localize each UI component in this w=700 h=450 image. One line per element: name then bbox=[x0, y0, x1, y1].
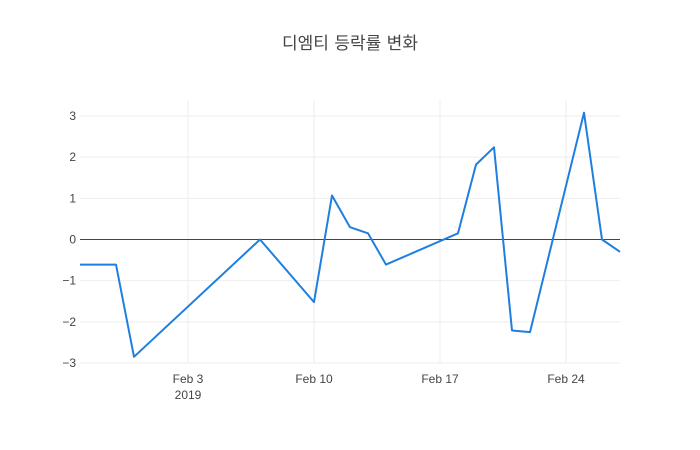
x-tick-sublabel: 2019 bbox=[175, 388, 202, 402]
y-tick-label: −2 bbox=[62, 315, 76, 329]
y-tick-label: 1 bbox=[69, 191, 76, 205]
series-layer bbox=[80, 111, 621, 358]
y-tick-label: −3 bbox=[62, 356, 76, 370]
y-tick-label: 0 bbox=[69, 233, 76, 247]
y-axis: 3 2 1 0 −1 −2 −3 bbox=[62, 109, 76, 370]
x-tick-label: Feb 10 bbox=[295, 372, 333, 386]
x-tick-label: Feb 24 bbox=[547, 372, 585, 386]
grid bbox=[80, 100, 620, 364]
series-line bbox=[80, 111, 621, 358]
y-tick-label: 2 bbox=[69, 150, 76, 164]
chart-title: 디엠티 등락률 변화 bbox=[282, 34, 418, 54]
y-tick-label: −1 bbox=[62, 274, 76, 288]
x-axis: Feb 3 2019 Feb 10 Feb 17 Feb 24 bbox=[173, 372, 585, 402]
y-tick-label: 3 bbox=[69, 109, 76, 123]
x-tick-label: Feb 17 bbox=[421, 372, 459, 386]
x-tick-label: Feb 3 bbox=[173, 372, 204, 386]
